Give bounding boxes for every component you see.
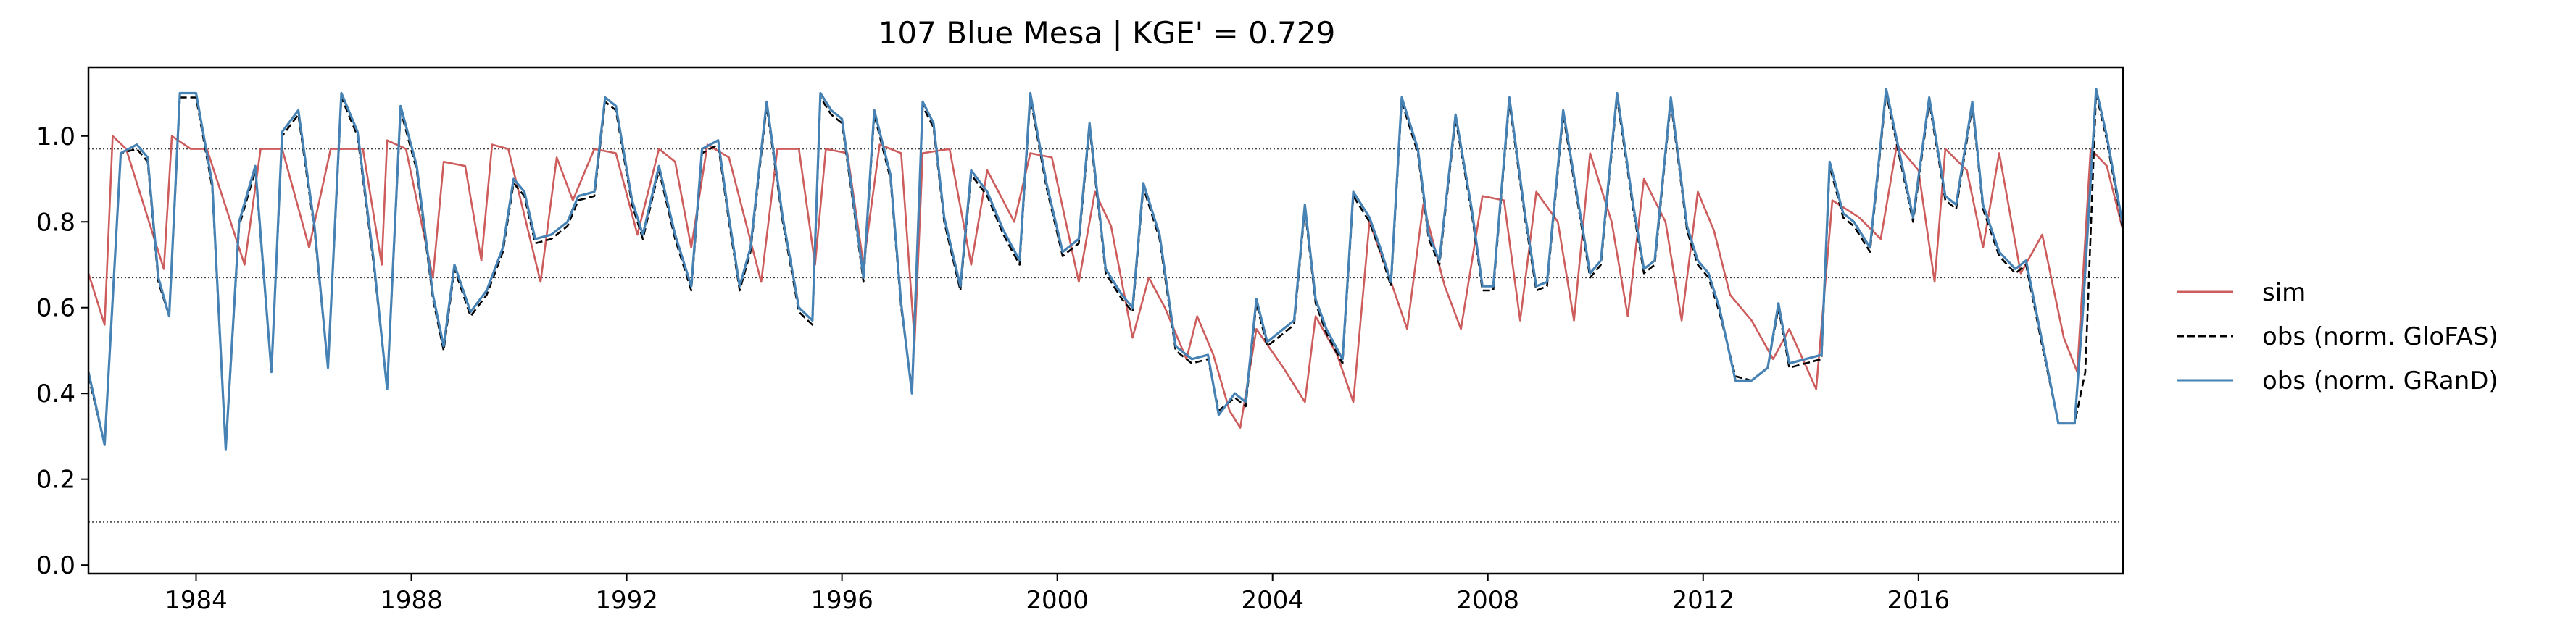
x-axis: 1984 1988 1992 1996 2000 2004 2008 2012 2016	[165, 574, 1950, 615]
reference-lines	[88, 148, 2123, 523]
x-tick-label: 1984	[165, 586, 228, 615]
axes-frame	[87, 66, 2124, 575]
series-line-obs-norm-grand	[88, 88, 2123, 451]
y-tick-label: 0.6	[36, 294, 75, 323]
chart-title: 107 Blue Mesa | KGE' = 0.729	[878, 15, 1336, 51]
x-tick-label: 2016	[1887, 586, 1950, 615]
x-tick-label: 1996	[810, 586, 873, 615]
y-tick-label: 1.0	[36, 122, 75, 151]
legend-label: obs (norm. GRanD)	[2262, 366, 2498, 395]
legend: sim obs (norm. GloFAS) obs (norm. GRanD)	[2177, 278, 2498, 395]
y-tick-label: 0.4	[36, 380, 75, 409]
x-tick-label: 2008	[1456, 586, 1519, 615]
x-tick-label: 1988	[380, 586, 443, 615]
x-tick-label: 2000	[1026, 586, 1089, 615]
y-tick-label: 0.8	[36, 208, 75, 237]
plot-area	[88, 88, 2123, 451]
x-tick-label: 2012	[1672, 586, 1735, 615]
x-tick-label: 2004	[1241, 586, 1304, 615]
y-tick-label: 0.2	[36, 466, 75, 495]
x-tick-label: 1992	[595, 586, 658, 615]
y-tick-label: 0.0	[36, 551, 75, 580]
y-axis: 0.0 0.2 0.4 0.6 0.8 1.0	[36, 122, 88, 580]
legend-label: obs (norm. GloFAS)	[2262, 322, 2498, 351]
legend-label: sim	[2262, 278, 2306, 307]
series-line-sim	[88, 135, 2123, 429]
